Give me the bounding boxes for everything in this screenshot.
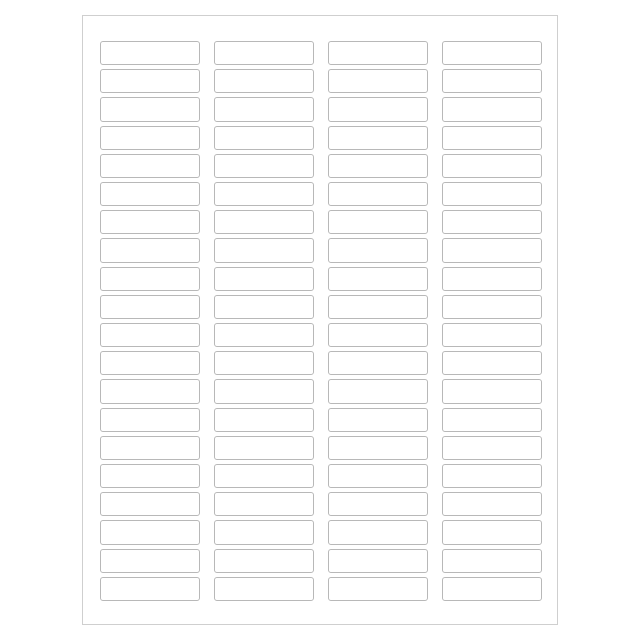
label-cell: [328, 210, 428, 234]
label-cell: [442, 492, 542, 516]
label-cell: [100, 210, 200, 234]
label-cell: [100, 323, 200, 347]
label-cell: [442, 69, 542, 93]
label-cell: [214, 464, 314, 488]
label-cell: [328, 492, 428, 516]
label-cell: [214, 41, 314, 65]
label-cell: [328, 464, 428, 488]
label-cell: [442, 323, 542, 347]
label-cell: [214, 97, 314, 121]
label-cell: [100, 436, 200, 460]
label-cell: [100, 295, 200, 319]
label-cell: [328, 69, 428, 93]
label-cell: [328, 577, 428, 601]
label-cell: [214, 520, 314, 544]
label-cell: [214, 408, 314, 432]
label-cell: [214, 267, 314, 291]
label-cell: [214, 182, 314, 206]
label-sheet: [82, 15, 558, 625]
label-cell: [442, 41, 542, 65]
label-cell: [328, 351, 428, 375]
label-cell: [214, 379, 314, 403]
label-cell: [328, 408, 428, 432]
label-cell: [214, 154, 314, 178]
label-cell: [214, 69, 314, 93]
label-cell: [442, 464, 542, 488]
label-cell: [100, 351, 200, 375]
label-cell: [328, 379, 428, 403]
label-cell: [328, 126, 428, 150]
label-cell: [328, 323, 428, 347]
label-cell: [328, 238, 428, 262]
label-cell: [100, 238, 200, 262]
label-cell: [100, 267, 200, 291]
label-cell: [328, 41, 428, 65]
label-cell: [214, 238, 314, 262]
label-cell: [328, 549, 428, 573]
label-cell: [214, 210, 314, 234]
label-cell: [442, 379, 542, 403]
canvas: [0, 0, 640, 640]
label-cell: [100, 182, 200, 206]
label-cell: [442, 295, 542, 319]
label-cell: [442, 351, 542, 375]
label-cell: [100, 549, 200, 573]
label-cell: [214, 126, 314, 150]
label-cell: [442, 182, 542, 206]
label-cell: [214, 323, 314, 347]
label-cell: [100, 520, 200, 544]
label-cell: [100, 154, 200, 178]
label-cell: [214, 492, 314, 516]
label-cell: [328, 267, 428, 291]
label-cell: [100, 379, 200, 403]
label-cell: [214, 351, 314, 375]
label-cell: [442, 210, 542, 234]
label-cell: [442, 520, 542, 544]
label-cell: [442, 97, 542, 121]
label-cell: [100, 69, 200, 93]
label-cell: [100, 97, 200, 121]
label-cell: [328, 520, 428, 544]
label-cell: [100, 464, 200, 488]
label-cell: [442, 154, 542, 178]
label-cell: [328, 154, 428, 178]
label-cell: [100, 126, 200, 150]
label-cell: [328, 182, 428, 206]
label-cell: [442, 408, 542, 432]
label-cell: [442, 549, 542, 573]
label-cell: [328, 295, 428, 319]
label-cell: [100, 577, 200, 601]
label-cell: [214, 436, 314, 460]
label-cell: [442, 436, 542, 460]
label-cell: [214, 549, 314, 573]
label-cell: [214, 577, 314, 601]
label-cell: [100, 408, 200, 432]
label-cell: [328, 436, 428, 460]
label-cell: [442, 267, 542, 291]
label-cell: [442, 238, 542, 262]
label-cell: [214, 295, 314, 319]
label-cell: [328, 97, 428, 121]
label-grid: [100, 41, 542, 601]
label-cell: [100, 41, 200, 65]
label-cell: [442, 126, 542, 150]
label-cell: [100, 492, 200, 516]
label-cell: [442, 577, 542, 601]
